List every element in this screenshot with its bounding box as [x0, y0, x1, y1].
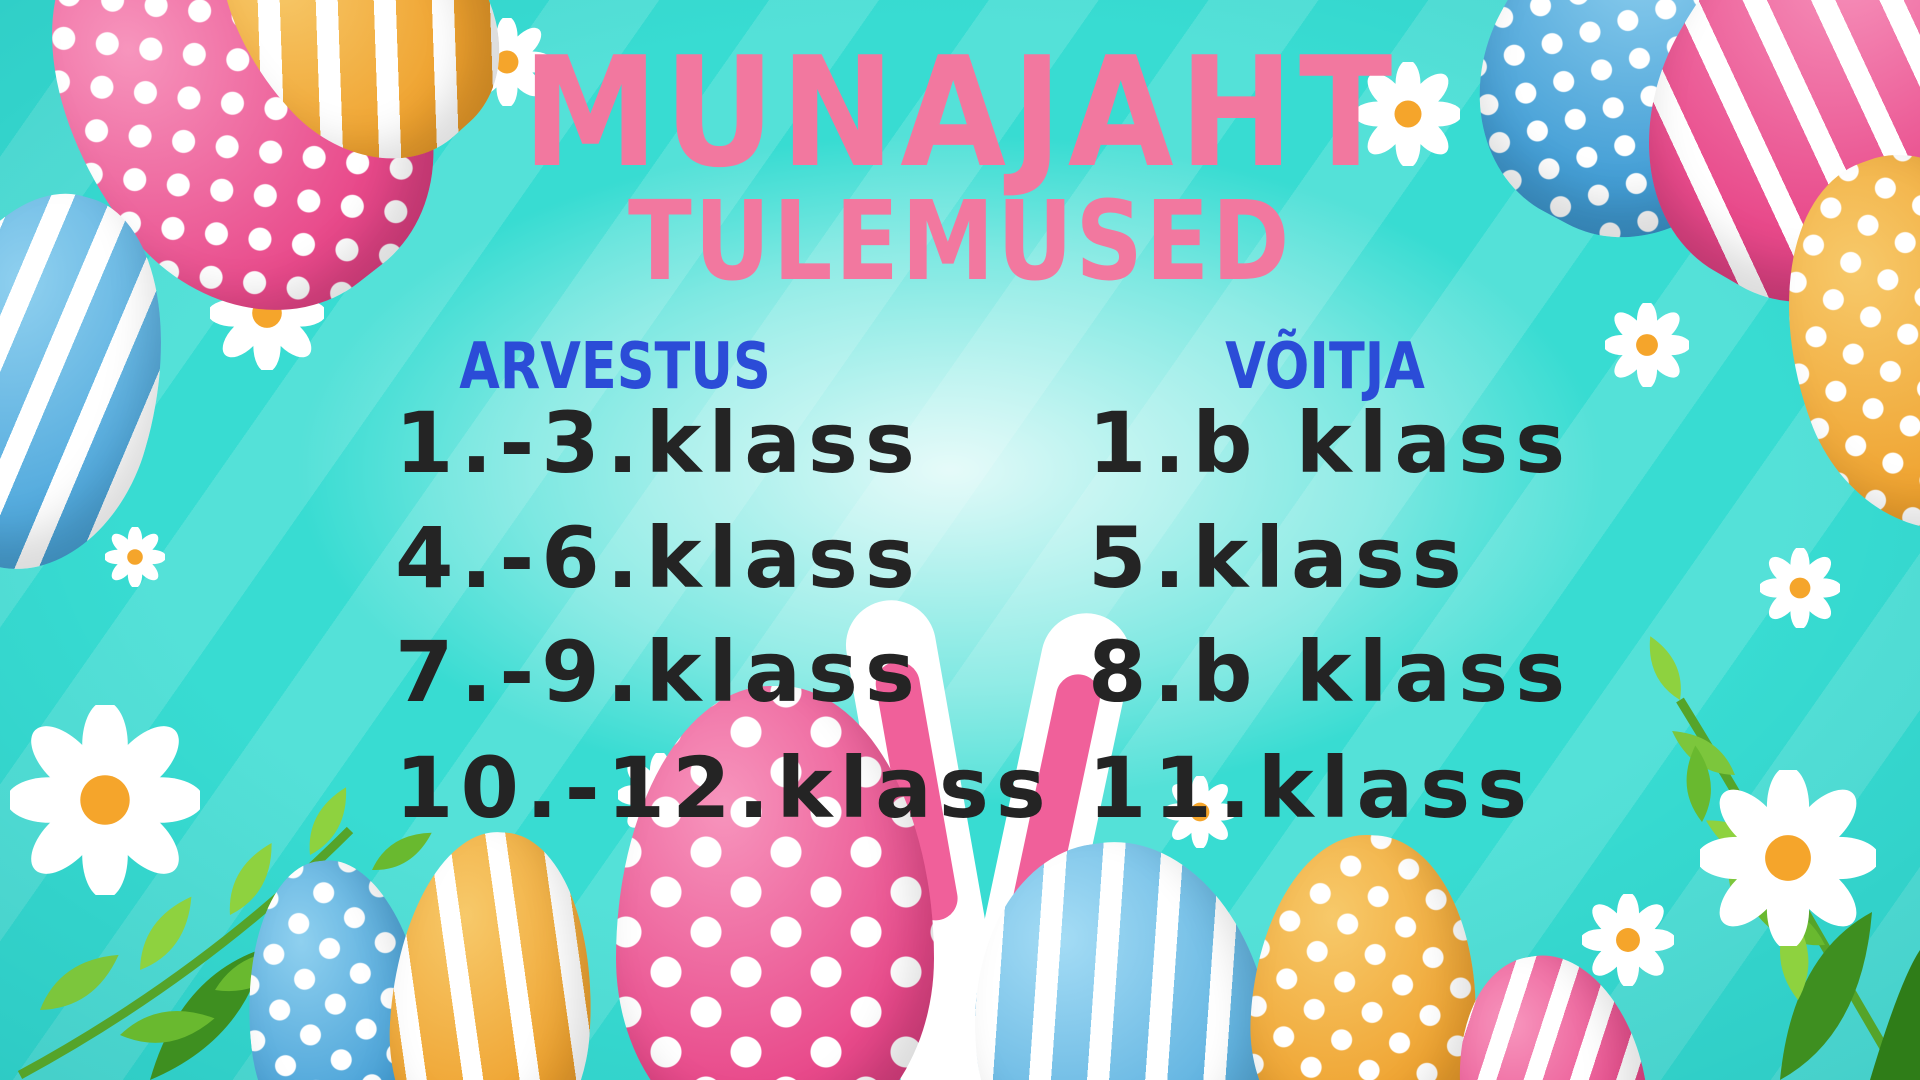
winner-label: 5.klass	[1088, 509, 1469, 607]
result-row-2: 4.-6.klass 5.klass	[0, 513, 1920, 623]
category-label: 7.-9.klass	[395, 623, 922, 721]
result-row-3: 7.-9.klass 8.b klass	[0, 627, 1920, 737]
daisy-icon	[1582, 894, 1674, 986]
column-header-winner: VÕITJA	[1225, 330, 1425, 404]
winner-label: 11.klass	[1088, 739, 1535, 837]
winner-label: 8.b klass	[1088, 623, 1573, 721]
category-label: 1.-3.klass	[395, 394, 922, 492]
category-label: 10.-12.klass	[395, 739, 1053, 837]
winner-label: 1.b klass	[1088, 394, 1573, 492]
column-header-category: ARVESTUS	[459, 330, 771, 404]
poster-subtitle: TULEMUSED	[628, 177, 1292, 305]
poster-title: MUNAJAHT	[522, 24, 1398, 201]
result-row-4: 10.-12.klass 11.klass	[0, 743, 1920, 853]
category-label: 4.-6.klass	[395, 509, 922, 607]
result-row-1: 1.-3.klass 1.b klass	[0, 398, 1920, 508]
daisy-icon	[1605, 303, 1689, 387]
